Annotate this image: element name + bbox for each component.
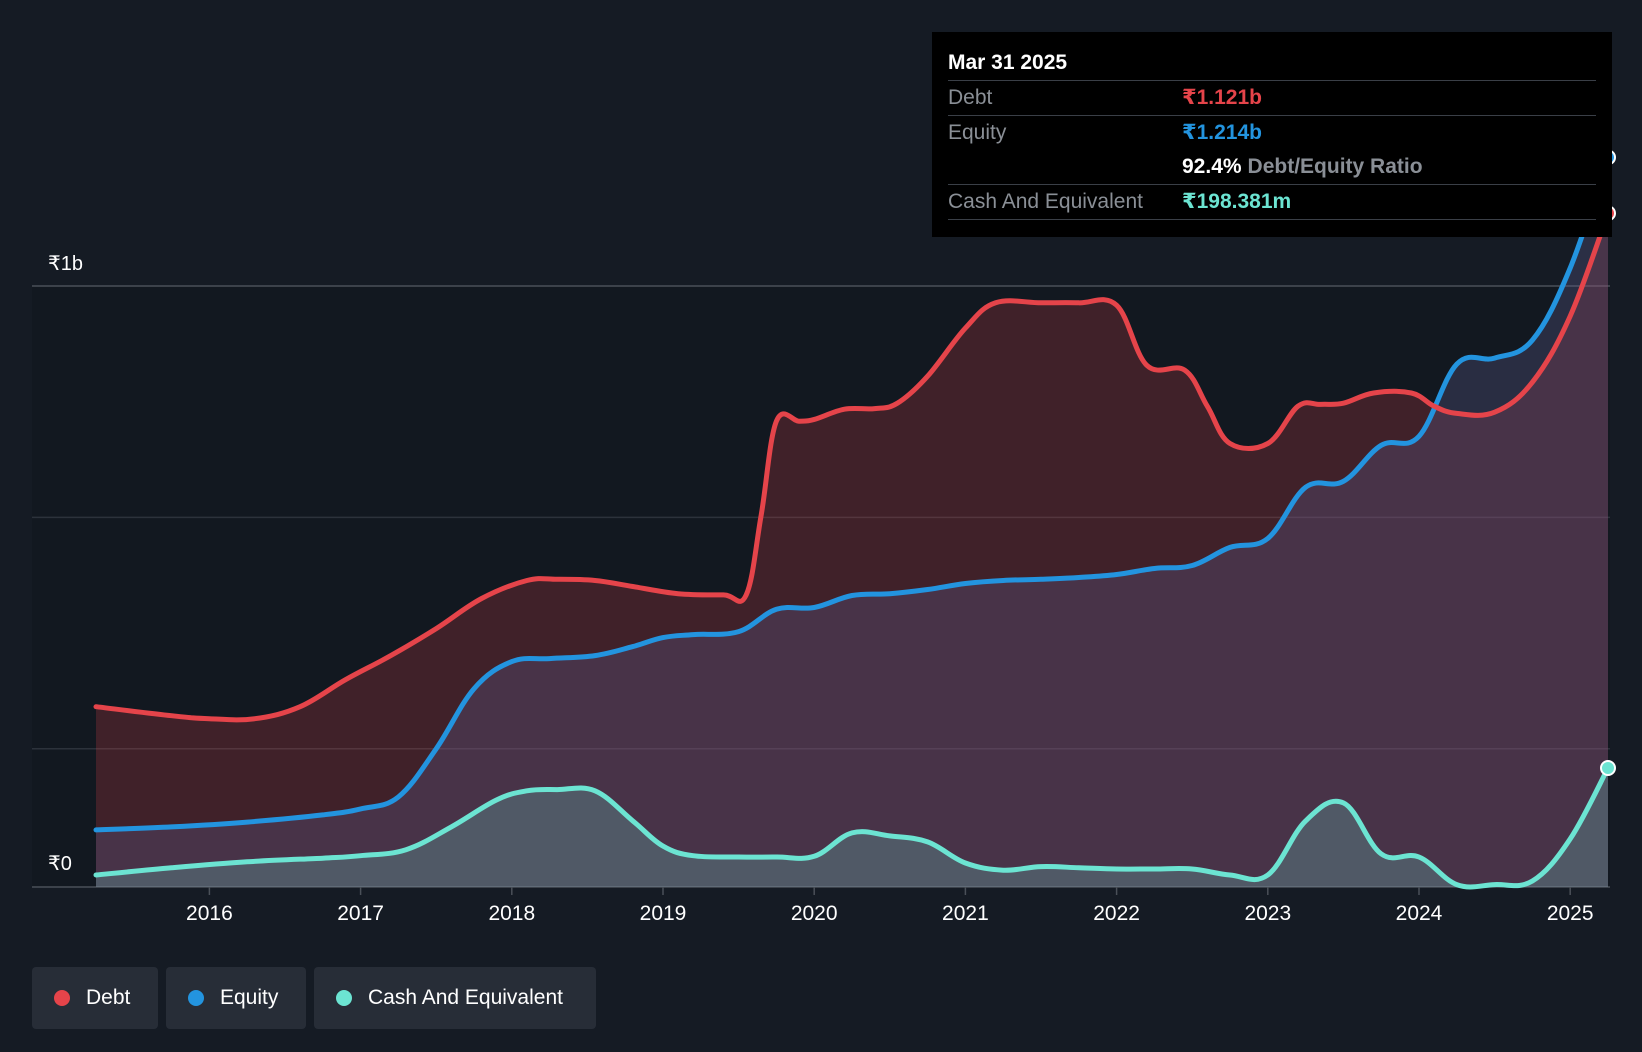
tooltip-ratio-label: Debt/Equity Ratio: [1247, 155, 1423, 178]
x-tick-label: 2025: [1547, 902, 1594, 925]
series-lines: [93, 154, 1611, 890]
y-tick-label-max: ₹1b: [48, 253, 83, 275]
cash-dot-icon: [336, 990, 352, 1006]
legend-label-cash: Cash And Equivalent: [368, 986, 563, 1009]
plot-background: [32, 286, 1610, 887]
cash-and-equivalent-line: [93, 765, 1611, 890]
debt-line: [93, 210, 1611, 723]
x-tick-label: 2016: [186, 902, 233, 925]
x-tick-label: 2018: [488, 902, 535, 925]
tooltip-equity-value: ₹1.214b: [1182, 121, 1262, 144]
series-areas: [96, 157, 1608, 888]
x-tick-label: 2017: [337, 902, 384, 925]
tooltip-debt-label: Debt: [948, 86, 993, 109]
tooltip-debt-value: ₹1.121b: [1182, 86, 1262, 109]
tooltip-ratio-value: 92.4%: [1182, 155, 1242, 178]
cash-and-equivalent-area: [96, 768, 1608, 887]
x-tick-label: 2019: [640, 902, 687, 925]
debt-dot-icon: [54, 990, 70, 1006]
tooltip-row-cash: Cash And Equivalent ₹198.381m: [948, 184, 1596, 220]
tooltip-cash-label: Cash And Equivalent: [948, 190, 1143, 213]
gridlines: [32, 285, 1610, 888]
x-tick-label: 2022: [1093, 902, 1140, 925]
x-tick-label: 2023: [1244, 902, 1291, 925]
legend: Debt Equity Cash And Equivalent: [32, 967, 596, 1029]
legend-item-debt[interactable]: Debt: [32, 967, 158, 1029]
y-tick-label-zero: ₹0: [48, 853, 72, 875]
legend-label-debt: Debt: [86, 986, 131, 1009]
tooltip-row-equity: Equity ₹1.214b: [948, 115, 1596, 150]
x-tick-label: 2024: [1396, 902, 1443, 925]
legend-label-equity: Equity: [220, 986, 279, 1009]
x-tick-label: 2020: [791, 902, 838, 925]
legend-item-cash[interactable]: Cash And Equivalent: [314, 967, 596, 1029]
debt-area: [96, 213, 1608, 888]
cash-and-equivalent-endpoint: [1600, 760, 1616, 777]
equity-line: [93, 154, 1611, 833]
x-axis-ticks: 2016 2017 2018 2019 2020 2021 2022 2023 2024 2025: [186, 887, 1594, 925]
equity-area: [96, 157, 1608, 887]
legend-item-equity[interactable]: Equity: [166, 967, 306, 1029]
tooltip-equity-label: Equity: [948, 121, 1007, 144]
tooltip-date: Mar 31 2025: [948, 51, 1068, 74]
tooltip: Mar 31 2025 Debt ₹1.121b Equity ₹1.214b …: [932, 32, 1612, 237]
tooltip-cash-value: ₹198.381m: [1182, 190, 1292, 213]
x-tick-label: 2021: [942, 902, 989, 925]
tooltip-row-ratio: 92.4% Debt/Equity Ratio: [948, 150, 1596, 184]
tooltip-row-debt: Debt ₹1.121b: [948, 80, 1596, 115]
equity-dot-icon: [188, 990, 204, 1006]
